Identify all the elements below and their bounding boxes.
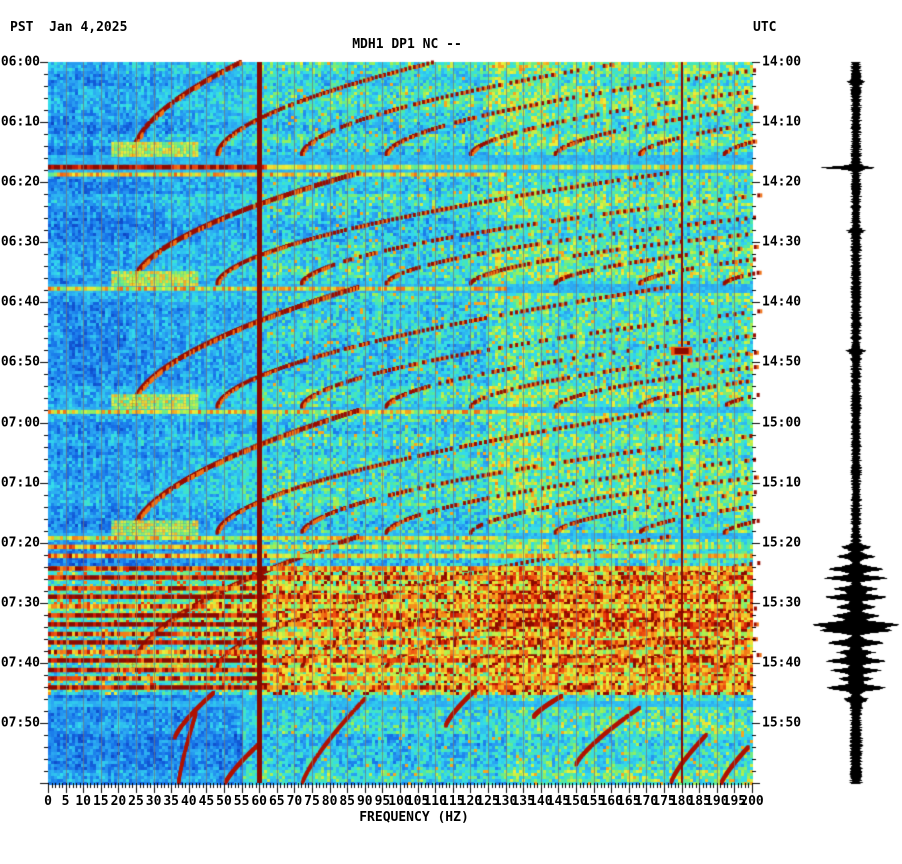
time-label-left: 06:00 <box>0 54 40 70</box>
freq-tick-label: 95 <box>374 794 391 809</box>
freq-tick-label: 200 <box>740 794 764 809</box>
time-label-right: 15:30 <box>762 595 802 611</box>
time-label-right: 15:20 <box>762 535 802 551</box>
freq-tick-label: 105 <box>405 794 430 809</box>
freq-tick-label: 135 <box>511 794 535 809</box>
freq-tick-label: 75 <box>304 794 320 809</box>
freq-tick-label: 175 <box>652 794 676 809</box>
time-label-right: 14:20 <box>762 174 802 190</box>
x-axis-title: FREQUENCY (HZ) <box>359 810 469 825</box>
time-label-right: 15:40 <box>762 655 802 671</box>
time-label-left: 07:10 <box>0 475 40 491</box>
time-label-left: 06:50 <box>0 354 40 370</box>
freq-tick-label: 60 <box>251 794 268 809</box>
freq-tick-label: 45 <box>198 794 215 809</box>
time-label-right: 15:50 <box>762 715 802 731</box>
time-label-right: 14:50 <box>762 354 802 370</box>
freq-tick-label: 65 <box>268 794 285 809</box>
freq-tick-label: 125 <box>476 794 500 809</box>
time-label-left: 06:40 <box>0 294 40 310</box>
freq-tick-label: 190 <box>705 794 729 809</box>
freq-tick-label: 40 <box>180 794 197 809</box>
freq-tick-label: 180 <box>669 794 694 809</box>
freq-tick-label: 130 <box>493 794 518 809</box>
freq-tick-label: 20 <box>110 794 127 809</box>
time-label-right: 14:30 <box>762 234 802 250</box>
time-label-right: 15:00 <box>762 415 802 430</box>
time-label-right: 14:10 <box>762 114 802 130</box>
freq-tick-label: 90 <box>356 794 373 809</box>
freq-tick-label: 145 <box>546 794 571 809</box>
freq-tick-label: 150 <box>564 794 588 809</box>
time-label-left: 06:30 <box>0 234 40 250</box>
time-label-left: 07:30 <box>0 595 40 611</box>
time-label-right: 15:10 <box>762 475 802 491</box>
time-label-left: 07:00 <box>0 415 40 430</box>
freq-tick-label: 5 <box>61 794 70 809</box>
freq-tick-label: 120 <box>458 794 483 809</box>
freq-tick-label: 110 <box>423 794 447 809</box>
time-label-left: 07:20 <box>0 535 40 551</box>
freq-tick-label: 0 <box>44 794 52 809</box>
freq-tick-label: 170 <box>634 794 659 809</box>
time-label-left: 07:40 <box>0 655 40 671</box>
freq-tick-label: 35 <box>163 794 180 809</box>
time-label-left: 06:10 <box>0 114 40 130</box>
time-label-right: 14:40 <box>762 294 802 310</box>
freq-tick-label: 50 <box>216 794 232 809</box>
freq-tick-label: 30 <box>145 794 162 809</box>
freq-tick-label: 80 <box>321 794 338 809</box>
freq-tick-label: 195 <box>722 794 747 809</box>
freq-tick-label: 10 <box>75 794 92 809</box>
time-label-left: 07:50 <box>0 715 40 731</box>
time-label-right: 14:00 <box>762 54 802 70</box>
freq-tick-label: 140 <box>529 794 553 809</box>
freq-tick-label: 15 <box>92 794 109 809</box>
time-label-left: 06:20 <box>0 174 40 190</box>
freq-tick-label: 185 <box>687 794 711 809</box>
freq-tick-label: 160 <box>599 794 623 809</box>
freq-tick-label: 155 <box>581 794 606 809</box>
freq-tick-label: 25 <box>128 794 144 809</box>
freq-tick-label: 55 <box>233 794 250 809</box>
freq-tick-label: 85 <box>339 794 356 809</box>
freq-tick-label: 115 <box>441 794 465 809</box>
freq-tick-label: 70 <box>286 794 303 809</box>
freq-tick-label: 165 <box>617 794 641 809</box>
freq-tick-label: 100 <box>388 794 412 809</box>
